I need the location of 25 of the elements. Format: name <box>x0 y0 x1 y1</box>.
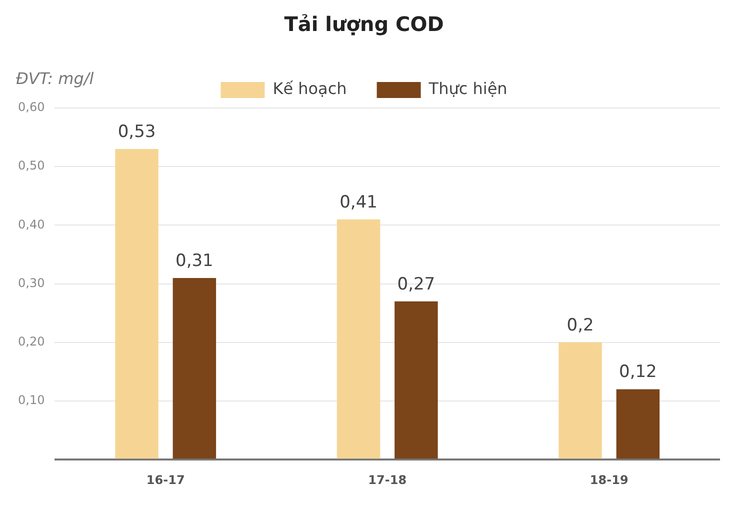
y-tick-label: 0,30 <box>18 276 45 290</box>
x-tick-label: 18-19 <box>590 472 628 487</box>
bar <box>616 389 660 459</box>
y-tick-label: 0,40 <box>18 217 45 232</box>
bar <box>558 342 602 459</box>
bar <box>115 149 158 459</box>
y-tick-label: 0,10 <box>18 393 45 408</box>
x-tick-label: 16-17 <box>146 472 185 487</box>
bar <box>172 278 216 459</box>
data-label: 0,2 <box>566 315 594 336</box>
data-label: 0,31 <box>176 250 214 271</box>
y-axis-title: ĐVT: mg/l <box>16 69 94 88</box>
legend-label: Kế hoạch <box>272 79 347 98</box>
data-label: 0,27 <box>397 274 436 294</box>
bar <box>394 301 438 459</box>
data-label: 0,41 <box>340 192 378 212</box>
chart-title: Tải lượng COD <box>284 12 444 36</box>
bar <box>336 219 380 459</box>
y-tick-label: 0,50 <box>18 158 45 173</box>
legend-label: Thực hiện <box>428 79 508 98</box>
data-label: 0,53 <box>118 122 156 142</box>
data-label: 0,12 <box>619 362 657 382</box>
x-tick-label: 17-18 <box>368 472 407 487</box>
y-tick-label: 0,60 <box>18 100 45 114</box>
y-tick-label: 0,20 <box>18 334 45 349</box>
